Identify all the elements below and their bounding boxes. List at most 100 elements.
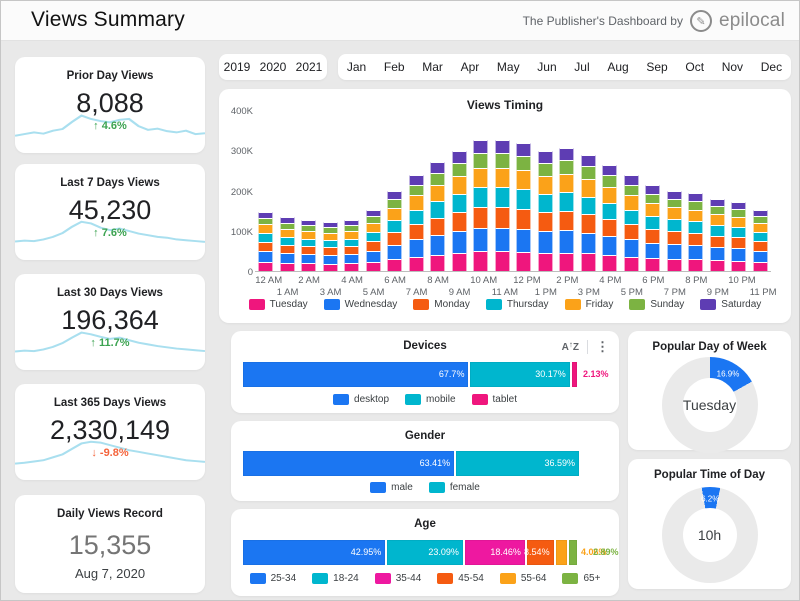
bar-segment-thursday[interactable]: [451, 194, 467, 213]
bar-segment-wednesday[interactable]: [709, 247, 725, 261]
bar-segment-sunday[interactable]: [559, 160, 575, 174]
bar-segment-friday[interactable]: [451, 176, 467, 195]
bar-segment-saturday[interactable]: [516, 143, 532, 157]
stacked-bar-12pm[interactable]: [516, 111, 532, 271]
bar-segment-friday[interactable]: [344, 231, 360, 239]
bar-segment-friday[interactable]: [559, 173, 575, 193]
bar-segment-thursday[interactable]: [709, 225, 725, 236]
bar-segment-friday[interactable]: [279, 228, 295, 237]
bar-segment-thursday[interactable]: [559, 192, 575, 211]
bar-segment-tuesday[interactable]: [279, 263, 295, 271]
month-chip-jun[interactable]: Jun: [537, 60, 557, 74]
stacked-bar-5am[interactable]: [365, 111, 381, 271]
bar-segment-thursday[interactable]: [645, 216, 661, 230]
bar-segment-wednesday[interactable]: [645, 242, 661, 259]
bar-segment-tuesday[interactable]: [301, 263, 317, 271]
bar-segment-friday[interactable]: [709, 214, 725, 226]
bar-segment-sunday[interactable]: [473, 153, 489, 168]
bar-segment-tuesday[interactable]: [516, 251, 532, 271]
bar-segment-sunday[interactable]: [430, 173, 446, 186]
bar-segment-friday[interactable]: [430, 185, 446, 202]
month-chip-jul[interactable]: Jul: [574, 60, 590, 74]
stacked-bar-6pm[interactable]: [645, 111, 661, 271]
bar-segment-saturday[interactable]: [666, 190, 682, 199]
bar-segment-thursday[interactable]: [387, 220, 403, 233]
bar-segment-sunday[interactable]: [537, 163, 553, 177]
bar-segment-wednesday[interactable]: [494, 227, 510, 252]
bar-segment-35-44[interactable]: 18.46%: [464, 540, 527, 565]
bar-segment-sunday[interactable]: [494, 153, 510, 168]
bar-segment-wednesday[interactable]: [666, 244, 682, 259]
bar-segment-saturday[interactable]: [430, 162, 446, 174]
bar-segment-saturday[interactable]: [451, 151, 467, 164]
bar-segment-18-24[interactable]: 23.09%: [387, 540, 465, 565]
bar-segment-wednesday[interactable]: [602, 235, 618, 255]
bar-segment-saturday[interactable]: [344, 220, 360, 226]
bar-segment-sunday[interactable]: [752, 215, 768, 223]
bar-segment-saturday[interactable]: [709, 199, 725, 207]
bar-segment-45-54[interactable]: 8.54%: [524, 540, 556, 565]
bar-segment-saturday[interactable]: [387, 191, 403, 200]
stacked-bar-2am[interactable]: [301, 111, 317, 271]
bar-segment-sunday[interactable]: [344, 225, 360, 232]
bar-segment-wednesday[interactable]: [580, 232, 596, 254]
bar-segment-friday[interactable]: [301, 231, 317, 239]
kebab-menu-icon[interactable]: ⋮: [596, 339, 609, 354]
bar-segment-friday[interactable]: [516, 170, 532, 190]
bar-segment-sunday[interactable]: [580, 166, 596, 180]
bar-segment-tuesday[interactable]: [580, 253, 596, 271]
bar-segment-thursday[interactable]: [752, 231, 768, 242]
bar-segment-friday[interactable]: [602, 187, 618, 204]
bar-segment-wednesday[interactable]: [301, 254, 317, 264]
month-chip-apr[interactable]: Apr: [460, 60, 480, 74]
bar-segment-thursday[interactable]: [516, 189, 532, 209]
bar-segment-wednesday[interactable]: [344, 254, 360, 264]
bar-segment-saturday[interactable]: [602, 164, 618, 176]
bar-segment-sunday[interactable]: [516, 156, 532, 171]
stacked-bar-1am[interactable]: [279, 111, 295, 271]
bar-segment-friday[interactable]: [752, 222, 768, 232]
bar-segment-65+[interactable]: [569, 540, 579, 565]
month-chip-nov[interactable]: Nov: [721, 60, 744, 74]
bar-segment-monday[interactable]: [709, 235, 725, 248]
bar-segment-tuesday[interactable]: [408, 256, 424, 271]
bar-segment-female[interactable]: 36.59%: [456, 451, 579, 476]
bar-segment-tuesday[interactable]: [322, 263, 338, 271]
month-chip-may[interactable]: May: [496, 60, 520, 74]
bar-segment-wednesday[interactable]: [752, 250, 768, 262]
bar-segment-saturday[interactable]: [322, 222, 338, 228]
bar-segment-friday[interactable]: [731, 216, 747, 228]
bar-segment-thursday[interactable]: [408, 209, 424, 225]
bar-segment-thursday[interactable]: [580, 196, 596, 215]
bar-segment-saturday[interactable]: [473, 140, 489, 154]
bar-segment-monday[interactable]: [494, 207, 510, 228]
stacked-bar-5pm[interactable]: [623, 111, 639, 271]
bar-segment-wednesday[interactable]: [365, 251, 381, 262]
bar-segment-sunday[interactable]: [322, 227, 338, 233]
bar-segment-friday[interactable]: [623, 195, 639, 210]
bar-segment-tuesday[interactable]: [688, 259, 704, 271]
bar-segment-monday[interactable]: [365, 241, 381, 252]
bar-segment-tuesday[interactable]: [344, 263, 360, 271]
bar-segment-thursday[interactable]: [301, 238, 317, 247]
bar-segment-thursday[interactable]: [322, 239, 338, 248]
bar-segment-thursday[interactable]: [623, 209, 639, 225]
stacked-bar-4pm[interactable]: [602, 111, 618, 271]
stacked-bar-4am[interactable]: [344, 111, 360, 271]
bar-segment-tuesday[interactable]: [451, 253, 467, 271]
year-chip-2019[interactable]: 2019: [223, 60, 251, 74]
stacked-bar-10pm[interactable]: [731, 111, 747, 271]
bar-segment-monday[interactable]: [688, 233, 704, 246]
bar-segment-monday[interactable]: [731, 237, 747, 249]
stacked-bar-12am[interactable]: [258, 111, 274, 271]
bar-segment-monday[interactable]: [752, 241, 768, 251]
bar-segment-friday[interactable]: [580, 179, 596, 197]
bar-segment-friday[interactable]: [408, 195, 424, 210]
bar-segment-friday[interactable]: [666, 207, 682, 220]
stacked-bar-9am[interactable]: [451, 111, 467, 271]
stacked-bar-6am[interactable]: [387, 111, 403, 271]
bar-segment-monday[interactable]: [344, 246, 360, 255]
bar-segment-monday[interactable]: [408, 224, 424, 240]
bar-segment-thursday[interactable]: [688, 221, 704, 234]
bar-segment-saturday[interactable]: [752, 209, 768, 216]
